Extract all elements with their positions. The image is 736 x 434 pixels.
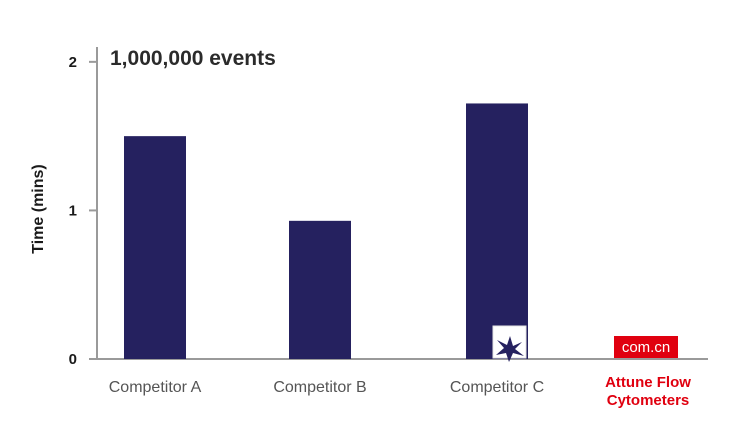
starburst-icon: [496, 336, 524, 362]
category-label: Cytometers: [607, 392, 690, 409]
bar: [466, 103, 528, 359]
category-label: Competitor B: [273, 379, 366, 396]
y-tick-label: 1: [69, 202, 77, 219]
y-tick-label: 0: [69, 351, 77, 368]
chart-title: 1,000,000 events: [110, 47, 276, 70]
category-label: Competitor A: [109, 379, 202, 396]
category-label: Competitor C: [450, 379, 544, 396]
watermark-text: com.cn: [622, 339, 670, 356]
y-axis-label: Time (mins): [30, 164, 47, 254]
bar: [124, 136, 186, 359]
bar: [289, 220, 351, 359]
category-label: Attune Flow: [605, 374, 691, 391]
watermark-box: [614, 336, 678, 358]
y-tick-label: 2: [69, 54, 77, 71]
